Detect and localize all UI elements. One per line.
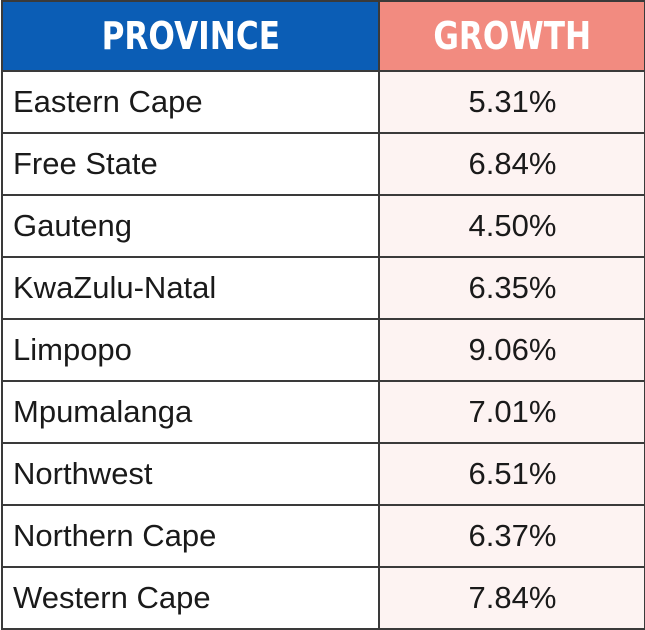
province-cell: Northern Cape	[1, 504, 380, 568]
growth-cell: 5.31%	[378, 70, 645, 134]
province-cell: Eastern Cape	[1, 70, 380, 134]
table-row: Northern Cape 6.37%	[1, 504, 645, 568]
header-row: PROVINCE GROWTH	[1, 0, 645, 72]
table-row: Free State 6.84%	[1, 132, 645, 196]
table-row: Gauteng 4.50%	[1, 194, 645, 258]
province-cell: KwaZulu-Natal	[1, 256, 380, 320]
growth-cell: 4.50%	[378, 194, 645, 258]
growth-cell: 6.37%	[378, 504, 645, 568]
table-row: KwaZulu-Natal 6.35%	[1, 256, 645, 320]
table-body: Eastern Cape 5.31% Free State 6.84% Gauteng 4…	[1, 70, 645, 630]
growth-cell: 6.84%	[378, 132, 645, 196]
province-cell: Northwest	[1, 442, 380, 506]
table-row: Northwest 6.51%	[1, 442, 645, 506]
growth-cell: 7.01%	[378, 380, 645, 444]
growth-cell: 6.51%	[378, 442, 645, 506]
province-cell: Western Cape	[1, 566, 380, 630]
growth-cell: 6.35%	[378, 256, 645, 320]
province-header-label: PROVINCE	[101, 14, 280, 58]
growth-column-header: GROWTH	[378, 0, 645, 72]
table-row: Eastern Cape 5.31%	[1, 70, 645, 134]
growth-header-label: GROWTH	[433, 14, 591, 58]
province-cell: Gauteng	[1, 194, 380, 258]
table-row: Western Cape 7.84%	[1, 566, 645, 630]
province-cell: Free State	[1, 132, 380, 196]
province-column-header: PROVINCE	[1, 0, 380, 72]
province-cell: Mpumalanga	[1, 380, 380, 444]
growth-cell: 7.84%	[378, 566, 645, 630]
table-row: Limpopo 9.06%	[1, 318, 645, 382]
table-row: Mpumalanga 7.01%	[1, 380, 645, 444]
growth-cell: 9.06%	[378, 318, 645, 382]
province-cell: Limpopo	[1, 318, 380, 382]
